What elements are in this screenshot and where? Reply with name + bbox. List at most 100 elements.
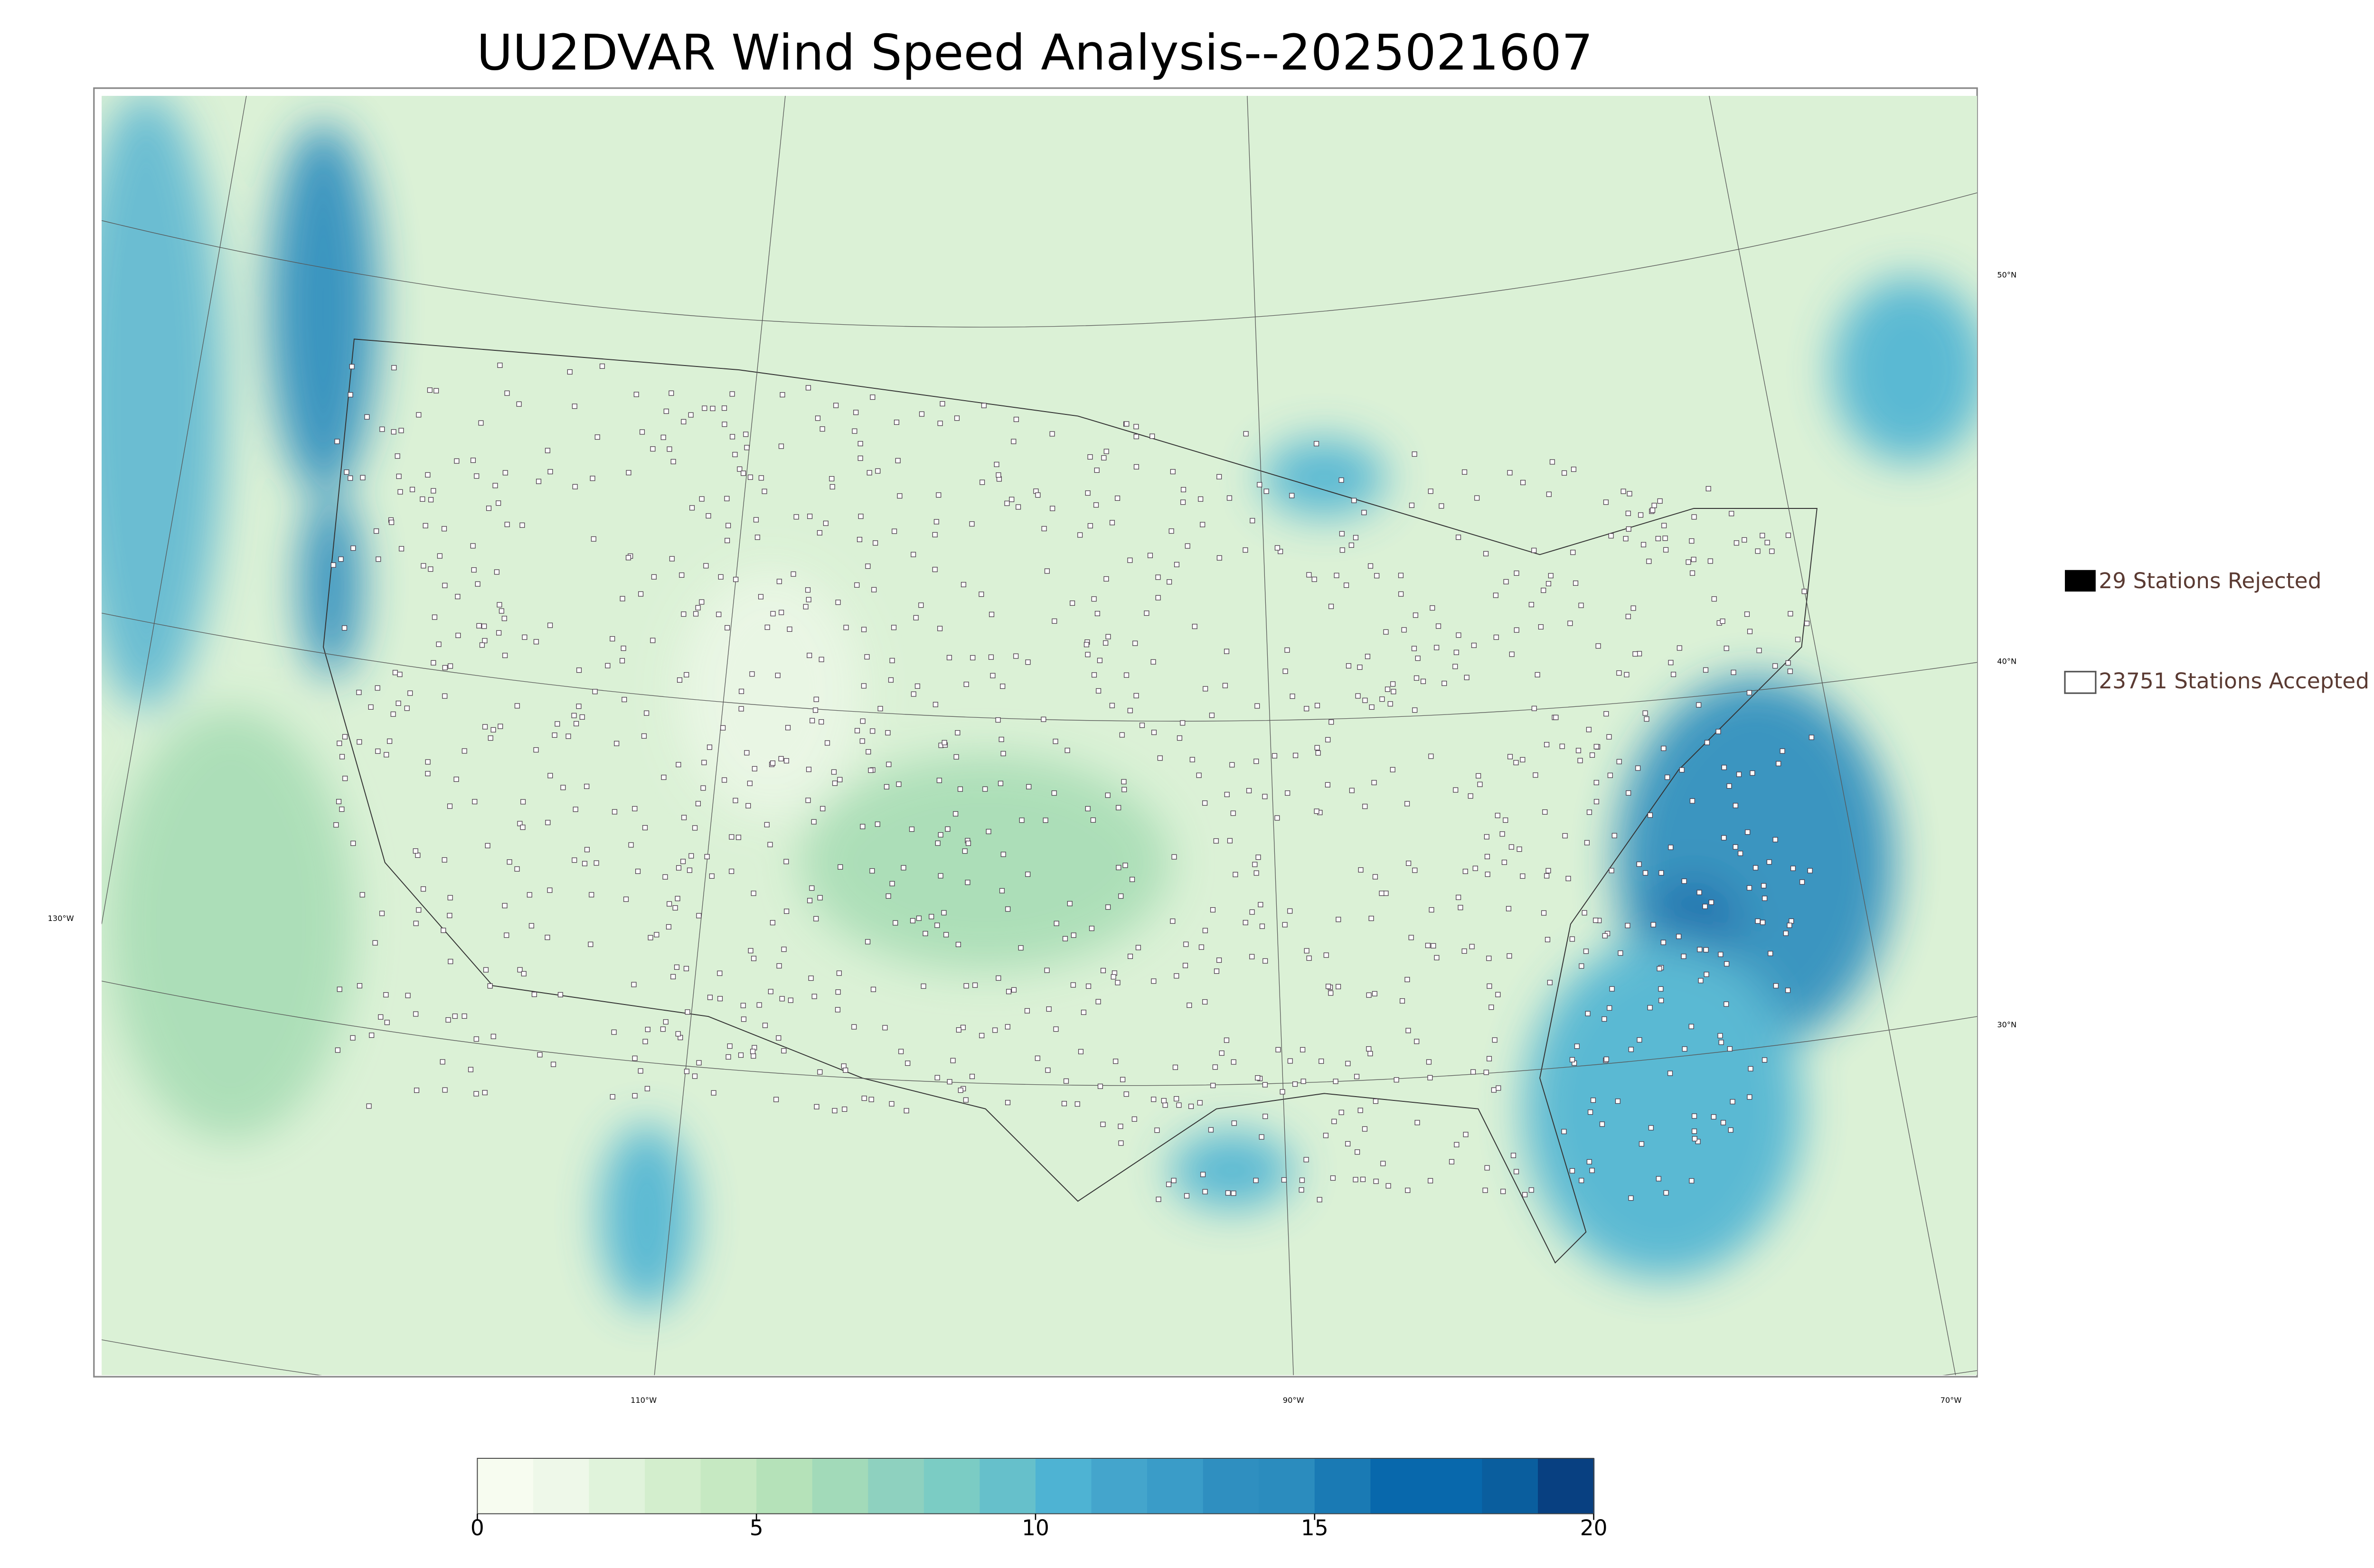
station	[891, 625, 897, 630]
station	[1692, 1128, 1697, 1134]
station	[1212, 1064, 1218, 1070]
station	[1299, 1187, 1304, 1193]
station	[1486, 956, 1492, 961]
station	[1579, 1178, 1584, 1183]
station	[936, 778, 942, 783]
station	[428, 566, 433, 572]
station	[1804, 620, 1810, 626]
station	[1004, 500, 1010, 506]
station	[1533, 772, 1538, 778]
station	[497, 602, 502, 608]
station	[835, 1007, 840, 1013]
station	[904, 1108, 909, 1114]
station	[1746, 690, 1752, 695]
station	[1578, 602, 1584, 608]
station	[1546, 491, 1552, 497]
station	[1733, 803, 1738, 808]
station	[389, 519, 395, 525]
station	[1064, 1078, 1069, 1084]
colorbar-tick-label: 10	[1022, 1515, 1049, 1540]
station	[776, 1035, 782, 1041]
station	[1807, 868, 1813, 873]
station	[672, 905, 678, 911]
station	[1168, 528, 1174, 534]
station	[1171, 854, 1177, 860]
station	[1097, 1083, 1103, 1089]
station	[737, 466, 743, 472]
station	[963, 682, 969, 687]
station	[725, 625, 730, 630]
station	[1585, 1011, 1591, 1016]
station	[780, 392, 785, 398]
station	[886, 761, 892, 767]
station	[707, 995, 713, 1000]
station	[1668, 845, 1674, 850]
station	[955, 942, 961, 948]
station	[751, 1053, 756, 1059]
station	[349, 364, 355, 369]
station	[1783, 930, 1789, 936]
station	[679, 572, 685, 578]
station	[1456, 632, 1461, 638]
station	[934, 922, 940, 928]
station	[751, 891, 756, 896]
station	[1541, 588, 1546, 593]
lat-label: 50°N	[1997, 271, 2016, 280]
station	[610, 1094, 615, 1099]
station	[1130, 877, 1135, 883]
station	[1724, 646, 1729, 651]
station	[1441, 680, 1447, 686]
station	[986, 829, 991, 835]
station	[1092, 672, 1097, 678]
station	[1661, 745, 1667, 751]
station	[1373, 1099, 1378, 1104]
station	[1721, 765, 1727, 770]
station	[1618, 950, 1623, 956]
station	[1214, 968, 1219, 974]
station	[1571, 467, 1576, 472]
station	[1731, 669, 1736, 675]
station	[1383, 891, 1389, 896]
station	[1760, 920, 1766, 925]
station	[1067, 901, 1073, 906]
station	[391, 365, 397, 371]
station	[1638, 512, 1644, 518]
station	[330, 562, 336, 568]
station	[338, 556, 344, 562]
station	[999, 888, 1005, 893]
station	[829, 476, 835, 481]
station	[998, 780, 1003, 786]
station	[1368, 916, 1374, 921]
station	[1025, 872, 1031, 877]
station	[622, 697, 627, 703]
station	[1704, 972, 1709, 977]
station	[1487, 983, 1492, 989]
station	[683, 966, 689, 971]
station	[1299, 1177, 1305, 1183]
station	[1584, 840, 1590, 845]
station	[940, 401, 945, 407]
station	[1507, 470, 1513, 476]
colorbar-step	[812, 1458, 869, 1514]
station	[576, 704, 582, 709]
station	[1344, 582, 1349, 588]
station	[501, 616, 507, 621]
station	[1250, 518, 1255, 524]
station	[1636, 861, 1642, 867]
station	[1413, 612, 1418, 618]
station	[733, 798, 738, 803]
station	[675, 896, 680, 901]
station	[1287, 1058, 1293, 1064]
station	[1503, 817, 1508, 823]
station	[1292, 1081, 1298, 1087]
station	[398, 428, 404, 433]
station	[1380, 1161, 1386, 1166]
station	[1096, 688, 1102, 694]
station	[1799, 879, 1805, 885]
station	[1544, 873, 1550, 879]
station	[1009, 497, 1015, 502]
station	[455, 632, 461, 638]
station	[644, 1086, 650, 1091]
station	[1691, 556, 1696, 562]
station	[1013, 653, 1019, 659]
